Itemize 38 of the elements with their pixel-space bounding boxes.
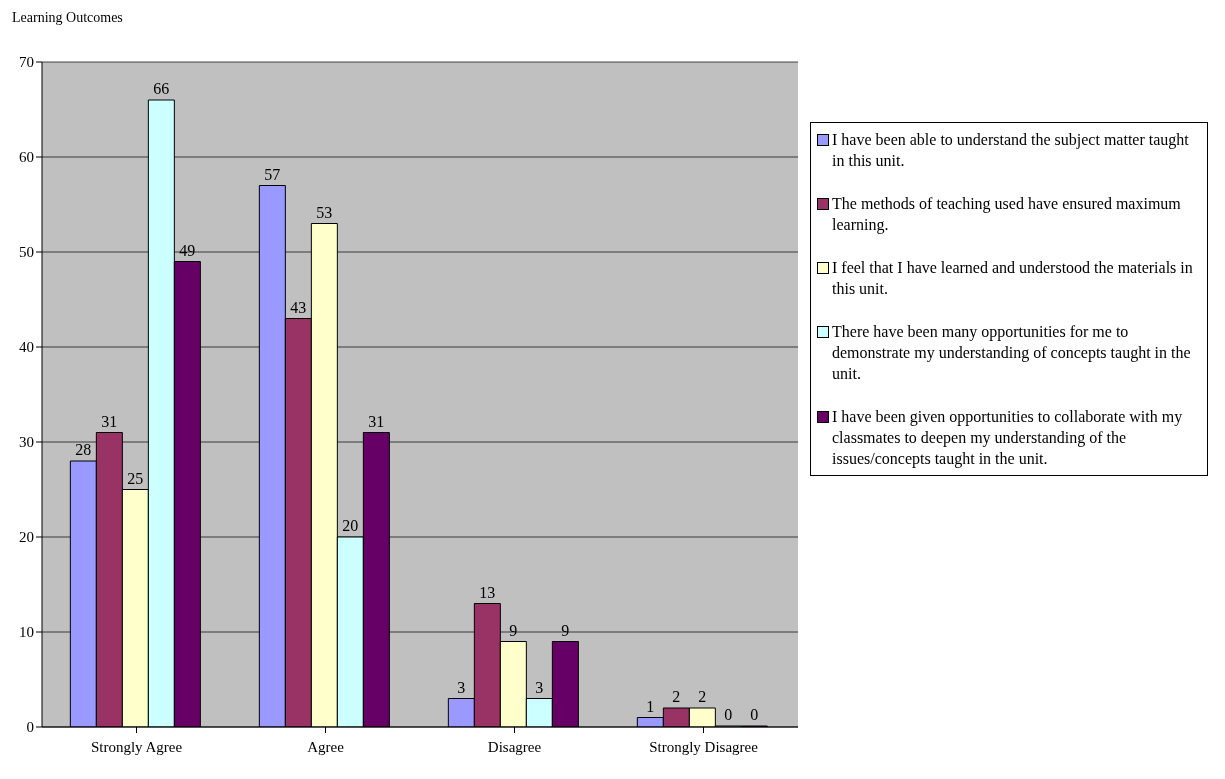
- data-label: 2: [698, 688, 707, 705]
- data-label: 3: [535, 678, 544, 696]
- legend-label: I have been given opportunities to collaborate with my classmates to deepen my understanding of the issues/concepts taught in the unit.: [832, 407, 1184, 469]
- y-tick-label: 60: [19, 149, 34, 166]
- y-tick-label: 30: [19, 434, 34, 451]
- legend-label: There have been many opportunities for me to demonstrate my understanding of concepts taught in the unit.: [832, 322, 1192, 384]
- x-tick-label: Agree: [307, 738, 345, 755]
- data-label: 57: [264, 165, 281, 183]
- data-label: 49: [179, 241, 196, 259]
- data-label: 53: [316, 203, 333, 221]
- y-tick-label: 40: [19, 339, 34, 356]
- legend-label: I feel that I have learned and understood the materials in this unit.: [832, 258, 1194, 299]
- x-tick-label: Strongly Disagree: [649, 738, 759, 755]
- data-label: 0: [750, 706, 759, 723]
- data-label: 25: [127, 469, 144, 487]
- x-tick-label: Strongly Agree: [90, 738, 183, 755]
- y-tick-label: 50: [19, 244, 34, 261]
- data-label: 2: [672, 688, 681, 705]
- data-label: 28: [75, 441, 92, 458]
- legend-label: The methods of teaching used have ensured maximum learning.: [832, 194, 1182, 235]
- data-label: 0: [724, 706, 733, 723]
- data-label: 43: [290, 298, 307, 316]
- y-tick-label: 10: [19, 624, 34, 641]
- y-tick-label: 0: [26, 719, 34, 736]
- chart-title: Learning Outcomes: [12, 10, 123, 26]
- data-label: 9: [561, 621, 570, 639]
- data-label: 66: [153, 80, 170, 97]
- data-label: 3: [457, 678, 466, 696]
- data-label: 31: [368, 412, 385, 430]
- x-tick-label: Disagree: [487, 738, 542, 755]
- data-label: 9: [509, 621, 518, 639]
- data-label: 31: [101, 412, 118, 430]
- data-label: 1: [646, 697, 655, 715]
- y-tick-label: 70: [19, 54, 34, 71]
- y-tick-label: 20: [19, 529, 34, 546]
- data-label: 13: [479, 583, 496, 601]
- legend-label: I have been able to understand the subject matter taught in this unit.: [832, 130, 1190, 171]
- data-label: 20: [342, 517, 359, 534]
